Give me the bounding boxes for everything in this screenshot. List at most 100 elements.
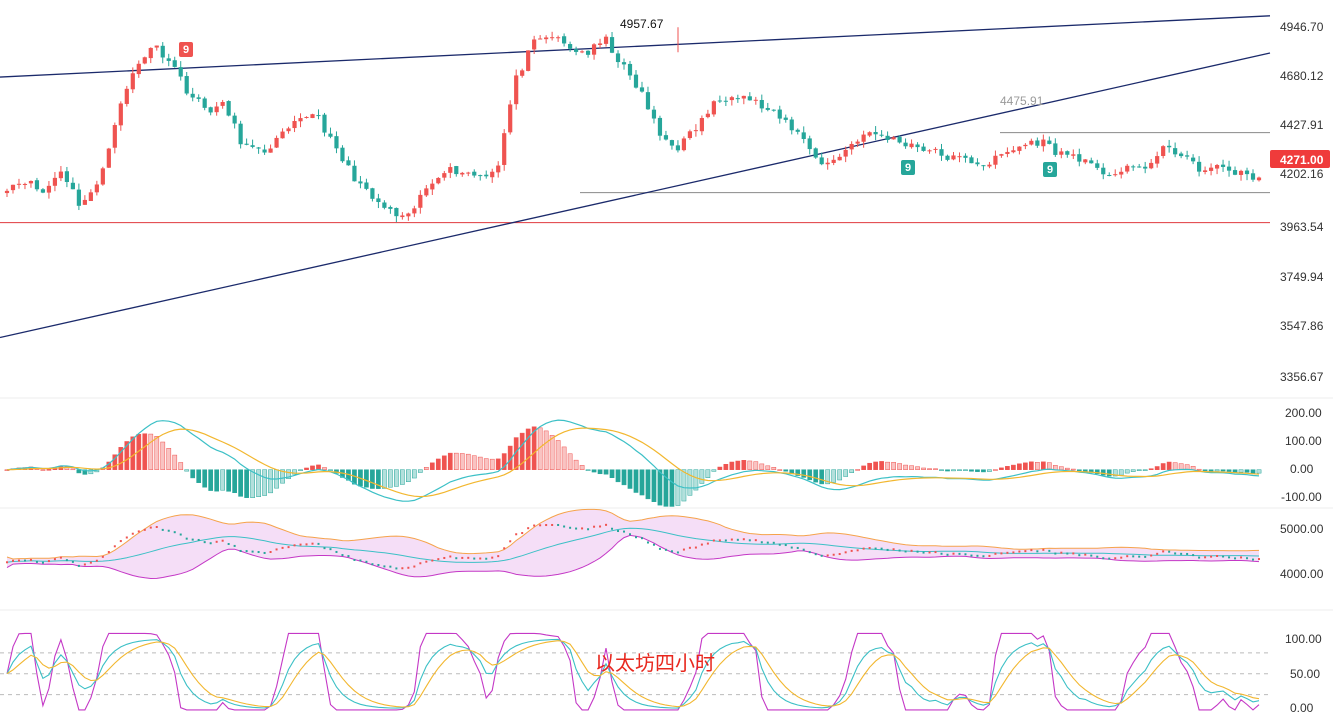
- macd-histogram-bar: [364, 469, 369, 488]
- candle-body: [1107, 174, 1112, 176]
- bollinger-price-bar: [832, 553, 835, 556]
- macd-histogram-bar: [963, 469, 968, 471]
- bollinger-price-bar: [850, 549, 853, 552]
- candle-body: [526, 50, 531, 71]
- candle-body: [292, 121, 297, 129]
- price-panel[interactable]: [0, 15, 1271, 339]
- candle-body: [1113, 174, 1118, 176]
- bollinger-price-bar: [371, 563, 374, 566]
- macd-histogram-bar: [591, 469, 597, 473]
- bollinger-price-bar: [467, 556, 470, 559]
- candle-body: [789, 119, 794, 131]
- bollinger-price-bar: [485, 557, 488, 560]
- bollinger-price-bar: [1174, 552, 1177, 555]
- candle-body: [669, 140, 675, 146]
- candle-body: [1143, 166, 1148, 169]
- macd-histogram-bar: [226, 469, 231, 492]
- candle-body: [4, 190, 10, 194]
- kdj-panel[interactable]: [0, 632, 1268, 711]
- macd-histogram-bar: [915, 466, 920, 470]
- candle-body: [58, 171, 64, 179]
- candle-body: [1202, 170, 1208, 172]
- bollinger-price-bar: [970, 554, 973, 557]
- macd-histogram-bar: [663, 469, 669, 507]
- macd-histogram-bar: [429, 462, 435, 470]
- candle-body: [316, 115, 321, 117]
- candle-body: [358, 181, 363, 184]
- bollinger-panel[interactable]: [5, 508, 1261, 580]
- bollinger-axis: 5000.00 4000.00: [1280, 522, 1324, 581]
- macd-histogram-bar: [208, 469, 214, 491]
- macd-tick: 200.00: [1285, 406, 1322, 420]
- candle-body: [190, 93, 195, 98]
- candle-body: [585, 50, 591, 55]
- bollinger-price-bar: [245, 550, 248, 553]
- bollinger-price-bar: [742, 538, 745, 541]
- macd-histogram-bar: [394, 469, 399, 487]
- macd-histogram-bar: [1250, 469, 1256, 474]
- macd-histogram-bar: [232, 469, 237, 494]
- macd-histogram-bar: [459, 453, 465, 470]
- candle-body: [603, 36, 609, 44]
- bollinger-price-bar: [730, 538, 733, 541]
- macd-histogram-bar: [837, 469, 843, 481]
- bollinger-price-bar: [623, 530, 626, 533]
- macd-histogram-bar: [657, 469, 663, 506]
- macd-histogram-bar: [1214, 469, 1220, 472]
- macd-histogram-bar: [873, 461, 878, 470]
- macd-histogram-bar: [441, 455, 447, 470]
- candle-body: [352, 165, 357, 182]
- bollinger-price-bar: [593, 525, 596, 528]
- macd-dea-line: [6, 427, 1260, 498]
- candle-body: [615, 53, 621, 63]
- candle-body: [202, 98, 207, 108]
- macd-histogram-bar: [1220, 469, 1226, 472]
- candle-body: [1238, 170, 1244, 175]
- macd-histogram-bar: [627, 469, 633, 489]
- macd-histogram-bar: [388, 469, 393, 488]
- candle-body: [118, 103, 123, 126]
- candle-body: [837, 156, 842, 161]
- candle-body: [472, 171, 477, 176]
- candle-body: [70, 182, 75, 190]
- bollinger-price-bar: [365, 560, 368, 563]
- macd-histogram-bar: [1070, 468, 1076, 471]
- macd-histogram-bar: [453, 452, 459, 470]
- macd-dif-line: [6, 419, 1260, 502]
- macd-panel[interactable]: [4, 419, 1262, 507]
- bollinger-price-bar: [575, 527, 578, 530]
- candle-body: [687, 131, 693, 139]
- bollinger-price-bar: [976, 554, 979, 557]
- bollinger-price-bar: [1192, 554, 1195, 557]
- macd-histogram-bar: [280, 469, 285, 484]
- bollinger-price-bar: [670, 550, 673, 553]
- candle-body: [184, 76, 189, 94]
- bollinger-price-bar: [323, 547, 326, 550]
- macd-histogram-bar: [585, 469, 591, 471]
- bollinger-price-bar: [173, 531, 176, 534]
- candle-body: [825, 162, 830, 165]
- bollinger-price-bar: [191, 538, 194, 541]
- bollinger-price-bar: [545, 524, 548, 527]
- candle-body: [705, 113, 710, 118]
- bollinger-price-bar: [784, 544, 787, 547]
- bollinger-price-bar: [1186, 552, 1189, 555]
- bollinger-price-bar: [479, 557, 482, 560]
- candle-body: [556, 37, 561, 39]
- price-axis: 4946.70 4680.12 4427.91 4202.16 3963.54 …: [1280, 20, 1324, 384]
- price-tick: 4202.16: [1280, 167, 1324, 181]
- bollinger-price-bar: [533, 524, 536, 527]
- candle-body: [124, 88, 129, 104]
- bollinger-price-bar: [113, 545, 116, 548]
- candle-body: [681, 138, 687, 151]
- bollinger-price-bar: [311, 542, 314, 545]
- macd-histogram-bar: [903, 464, 908, 470]
- macd-histogram-bar: [561, 446, 567, 470]
- bollinger-price-bar: [1084, 553, 1087, 556]
- macd-histogram-bar: [1172, 462, 1178, 470]
- bollinger-price-bar: [23, 559, 26, 562]
- macd-histogram-bar: [148, 433, 154, 470]
- macd-histogram-bar: [543, 430, 549, 470]
